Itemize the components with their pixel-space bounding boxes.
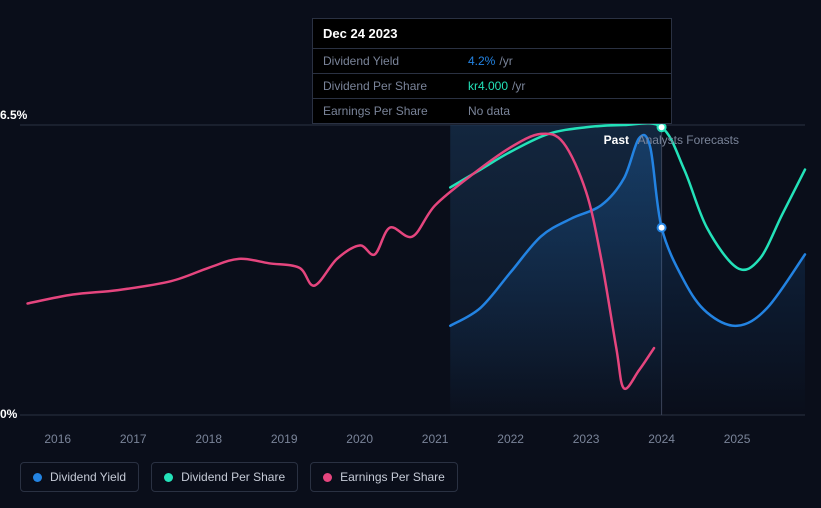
legend-item-dividend-per-share[interactable]: Dividend Per Share xyxy=(151,462,298,492)
chart-legend: Dividend Yield Dividend Per Share Earnings… xyxy=(20,462,458,492)
tooltip-row-suffix: /yr xyxy=(499,54,512,68)
x-tick: 2023 xyxy=(573,432,600,446)
x-tick: 2018 xyxy=(195,432,222,446)
x-axis: 2016 2017 2018 2019 2020 2021 2022 2023 2024 2025 xyxy=(20,432,805,452)
legend-dot xyxy=(33,473,42,482)
past-label: Past xyxy=(604,133,629,147)
x-tick: 2022 xyxy=(497,432,524,446)
legend-label: Dividend Yield xyxy=(50,470,126,484)
x-tick: 2016 xyxy=(44,432,71,446)
y-axis-min: 0% xyxy=(0,407,17,421)
tooltip-row: Dividend Yield4.2% /yr xyxy=(313,48,671,73)
x-tick: 2024 xyxy=(648,432,675,446)
plot-area[interactable]: Past Analysts Forecasts xyxy=(20,105,805,425)
legend-item-dividend-yield[interactable]: Dividend Yield xyxy=(20,462,139,492)
forecast-label: Analysts Forecasts xyxy=(638,133,739,147)
tooltip-row-label: Earnings Per Share xyxy=(323,104,468,118)
legend-label: Dividend Per Share xyxy=(181,470,285,484)
dividend-chart: Dec 24 2023 Dividend Yield4.2%/yrDividen… xyxy=(0,0,821,508)
legend-dot xyxy=(323,473,332,482)
tooltip-row: Dividend Per Sharekr4.000/yr xyxy=(313,73,671,98)
legend-dot xyxy=(164,473,173,482)
x-tick: 2021 xyxy=(422,432,449,446)
tooltip-row-value: No data xyxy=(468,104,510,118)
tooltip-row-label: Dividend Yield xyxy=(323,54,468,68)
tooltip-row-value: kr4.000 xyxy=(468,79,508,93)
x-tick: 2019 xyxy=(271,432,298,446)
tooltip-row-value: 4.2% xyxy=(468,54,495,68)
x-tick: 2017 xyxy=(120,432,147,446)
tooltip-row-suffix: /yr xyxy=(512,79,525,93)
tooltip-row-label: Dividend Per Share xyxy=(323,79,468,93)
legend-label: Earnings Per Share xyxy=(340,470,445,484)
legend-item-earnings-per-share[interactable]: Earnings Per Share xyxy=(310,462,458,492)
tooltip-date: Dec 24 2023 xyxy=(313,19,671,48)
tooltip-row: Earnings Per ShareNo data xyxy=(313,98,671,123)
x-tick: 2020 xyxy=(346,432,373,446)
chart-tooltip: Dec 24 2023 Dividend Yield4.2%/yrDividen… xyxy=(312,18,672,124)
x-tick: 2025 xyxy=(724,432,751,446)
